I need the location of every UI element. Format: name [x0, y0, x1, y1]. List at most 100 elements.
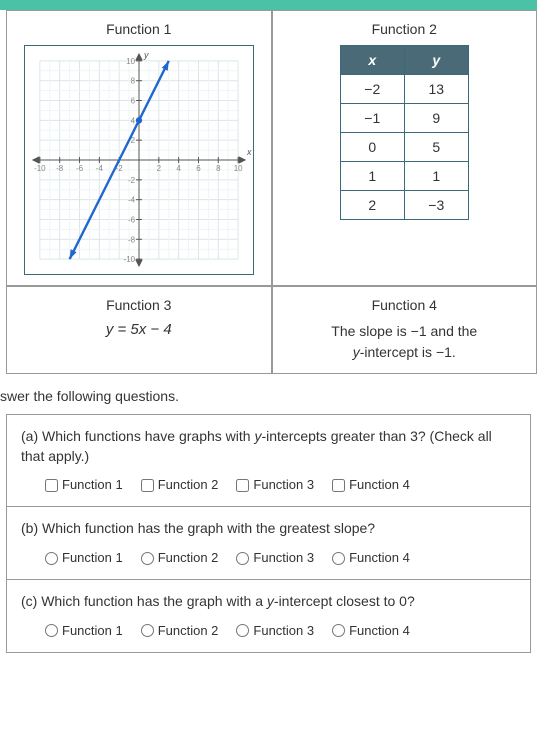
desc-text: and the	[427, 323, 478, 339]
svg-text:10: 10	[233, 164, 242, 173]
main-content: Function 1	[0, 10, 537, 653]
table-row: −213	[340, 75, 468, 104]
qa-option-4[interactable]: Function 4	[332, 476, 410, 494]
cell-y: 9	[404, 104, 468, 133]
cell-function-1: Function 1	[6, 10, 272, 286]
cell-y: 13	[404, 75, 468, 104]
desc-y: y	[353, 344, 360, 360]
qa-option-1[interactable]: Function 1	[45, 476, 123, 494]
cell-function-4: Function 4 The slope is −1 and the y-int…	[272, 286, 537, 374]
opt-label: Function 2	[158, 476, 219, 494]
question-a: (a) Which functions have graphs with y-i…	[7, 415, 531, 507]
qb-option-4[interactable]: Function 4	[332, 549, 410, 567]
qa-pre: (a) Which functions have graphs with	[21, 428, 254, 444]
radio-icon[interactable]	[141, 552, 154, 565]
svg-text:-10: -10	[123, 255, 135, 264]
qc-option-2[interactable]: Function 2	[141, 622, 219, 640]
desc-text: The slope is	[331, 323, 410, 339]
radio-icon[interactable]	[141, 624, 154, 637]
opt-label: Function 3	[253, 549, 314, 567]
svg-text:-8: -8	[128, 235, 136, 244]
desc-text: .	[452, 344, 456, 360]
checkbox-icon[interactable]	[236, 479, 249, 492]
cell-x: 1	[340, 162, 404, 191]
qc-option-3[interactable]: Function 3	[236, 622, 314, 640]
functions-grid: Function 1	[6, 10, 537, 374]
qb-option-3[interactable]: Function 3	[236, 549, 314, 567]
svg-text:-6: -6	[76, 164, 84, 173]
qb-option-1[interactable]: Function 1	[45, 549, 123, 567]
svg-text:-4: -4	[96, 164, 104, 173]
question-b: (b) Which function has the graph with th…	[7, 507, 531, 580]
table-row: −19	[340, 104, 468, 133]
radio-icon[interactable]	[45, 552, 58, 565]
qc-pre: (c) Which function has the graph with a	[21, 593, 267, 609]
opt-label: Function 3	[253, 476, 314, 494]
radio-icon[interactable]	[45, 624, 58, 637]
question-c: (c) Which function has the graph with a …	[7, 580, 531, 653]
svg-text:-4: -4	[128, 196, 136, 205]
radio-icon[interactable]	[236, 624, 249, 637]
qc-text: (c) Which function has the graph with a …	[21, 593, 415, 609]
function-1-graph: -10-8-6-4-2246810 108642-2-4-6-8-10 x y	[24, 45, 254, 275]
table-header-row: x y	[340, 46, 468, 75]
radio-icon[interactable]	[332, 552, 345, 565]
table-row: 11	[340, 162, 468, 191]
svg-text:-2: -2	[128, 176, 135, 185]
function-3-equation: y = 5x − 4	[15, 321, 263, 338]
qb-option-2[interactable]: Function 2	[141, 549, 219, 567]
qc-y: y	[267, 593, 274, 609]
col-y-header: y	[404, 46, 468, 75]
qa-option-3[interactable]: Function 3	[236, 476, 314, 494]
opt-label: Function 4	[349, 549, 410, 567]
cell-y: 5	[404, 133, 468, 162]
qa-text: (a) Which functions have graphs with y-i…	[21, 428, 492, 464]
qc-option-1[interactable]: Function 1	[45, 622, 123, 640]
checkbox-icon[interactable]	[141, 479, 154, 492]
checkbox-icon[interactable]	[332, 479, 345, 492]
x-axis-label: x	[246, 147, 252, 157]
function-2-table: x y −213 −19 05 11 2−3	[340, 45, 469, 220]
svg-text:4: 4	[130, 116, 135, 125]
cell-x: −2	[340, 75, 404, 104]
function-4-description: The slope is −1 and the y-intercept is −…	[281, 321, 529, 363]
qc-options: Function 1 Function 2 Function 3 Functio…	[21, 622, 516, 640]
svg-text:-10: -10	[34, 164, 46, 173]
opt-label: Function 1	[62, 622, 123, 640]
desc-text: -intercept is	[360, 344, 436, 360]
function-1-title: Function 1	[15, 21, 263, 37]
svg-text:-8: -8	[56, 164, 64, 173]
qa-options: Function 1 Function 2 Function 3 Functio…	[21, 476, 516, 494]
opt-label: Function 3	[253, 622, 314, 640]
cell-x: 0	[340, 133, 404, 162]
svg-text:2: 2	[156, 164, 160, 173]
qb-options: Function 1 Function 2 Function 3 Functio…	[21, 549, 516, 567]
qa-option-2[interactable]: Function 2	[141, 476, 219, 494]
radio-icon[interactable]	[332, 624, 345, 637]
opt-label: Function 4	[349, 622, 410, 640]
svg-text:8: 8	[130, 77, 135, 86]
svg-text:6: 6	[130, 96, 135, 105]
function-4-title: Function 4	[281, 297, 529, 313]
qc-option-4[interactable]: Function 4	[332, 622, 410, 640]
cell-x: −1	[340, 104, 404, 133]
cell-y: 1	[404, 162, 468, 191]
top-accent-bar	[0, 0, 537, 10]
opt-label: Function 1	[62, 549, 123, 567]
opt-label: Function 2	[158, 622, 219, 640]
svg-text:-6: -6	[128, 215, 136, 224]
qb-text: (b) Which function has the graph with th…	[21, 520, 375, 536]
svg-text:10: 10	[126, 57, 135, 66]
desc-val: −1	[436, 344, 452, 360]
checkbox-icon[interactable]	[45, 479, 58, 492]
function-3-title: Function 3	[15, 297, 263, 313]
instruction-text: swer the following questions.	[0, 388, 537, 404]
qc-post: -intercept closest to 0?	[274, 593, 415, 609]
svg-text:8: 8	[216, 164, 221, 173]
function-2-title: Function 2	[281, 21, 529, 37]
y-axis-label: y	[143, 50, 149, 60]
opt-label: Function 4	[349, 476, 410, 494]
svg-text:4: 4	[176, 164, 181, 173]
radio-icon[interactable]	[236, 552, 249, 565]
table-row: 2−3	[340, 191, 468, 220]
